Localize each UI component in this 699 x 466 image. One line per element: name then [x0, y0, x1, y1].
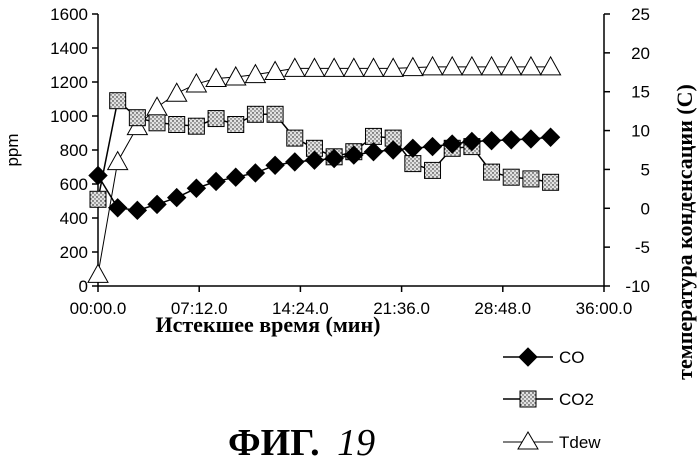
legend: CO CO2 Tdew	[503, 348, 601, 452]
figure-caption-number: 19	[337, 422, 375, 464]
legend-label-co: CO	[559, 348, 585, 367]
co2-point	[287, 130, 303, 146]
tdew-point	[88, 264, 108, 282]
legend-item-co: CO	[503, 348, 585, 367]
legend-label-tdew: Tdew	[559, 433, 601, 452]
right-tick-label: 20	[631, 44, 650, 63]
tdew-point	[403, 58, 423, 76]
tdew-point	[423, 57, 443, 75]
co-point	[187, 179, 205, 197]
co2-point	[484, 164, 500, 180]
right-tick-label: 5	[641, 160, 650, 179]
co2-point	[228, 117, 244, 133]
co-point	[522, 130, 540, 148]
co-point	[227, 168, 245, 186]
co2-point	[543, 174, 559, 190]
co2-point	[188, 118, 204, 134]
legend-label-co2: CO2	[559, 390, 594, 409]
x-tick-label: 36:00.0	[576, 299, 633, 318]
co-point	[483, 132, 501, 150]
y-axis-label-right: температура конденсации (C)	[672, 84, 697, 380]
tdew-point	[186, 74, 206, 92]
co2-point	[425, 162, 441, 178]
co2-point	[90, 191, 106, 207]
y-axis-label-left: ppm	[3, 133, 22, 166]
tdew-point	[108, 152, 128, 170]
co-point	[109, 199, 127, 217]
right-tick-label: 15	[631, 83, 650, 102]
figure-caption: ФИГ. 19	[228, 422, 375, 464]
co2-point	[208, 111, 224, 127]
right-tick-label: -5	[635, 238, 650, 257]
series-line-co	[98, 137, 551, 210]
co-point	[542, 128, 560, 146]
co-point	[286, 153, 304, 171]
left-tick-label: 400	[60, 209, 88, 228]
tdew-point	[304, 58, 324, 76]
left-tick-label: 200	[60, 243, 88, 262]
tdew-point	[462, 57, 482, 75]
left-tick-label: 0	[79, 277, 88, 296]
co-point	[168, 189, 186, 207]
co2-point	[149, 115, 165, 131]
left-tick-label: 1600	[50, 5, 88, 24]
left-tick-label: 800	[60, 141, 88, 160]
x-tick-label: 28:48.0	[474, 299, 531, 318]
left-tick-label: 1200	[50, 73, 88, 92]
tdew-point	[541, 57, 561, 75]
co-point	[246, 164, 264, 182]
co2-point	[110, 93, 126, 109]
co2-point	[129, 110, 145, 126]
co-point	[128, 201, 146, 219]
series-layer	[88, 57, 561, 282]
tdew-point	[442, 57, 462, 75]
right-tick-label: 25	[631, 5, 650, 24]
co2-point	[523, 171, 539, 187]
tdew-point	[501, 57, 521, 75]
co-point	[502, 131, 520, 149]
co2-point	[503, 169, 519, 185]
right-ticks: -10 -5 0 5 10 15 20 25	[604, 5, 650, 296]
legend-item-co2: CO2	[503, 390, 594, 409]
tdew-point	[285, 58, 305, 76]
tdew-point	[147, 97, 167, 115]
co-point	[266, 156, 284, 174]
co-point	[424, 138, 442, 156]
left-tick-label: 1000	[50, 107, 88, 126]
left-ticks: 0 200 400 600 800 1000 1200 1400 1600	[50, 5, 98, 296]
left-tick-label: 600	[60, 175, 88, 194]
tdew-point	[521, 57, 541, 75]
right-tick-label: 10	[631, 122, 650, 141]
legend-marker-co	[519, 348, 537, 366]
co-point	[364, 143, 382, 161]
tdew-point	[167, 83, 187, 101]
legend-marker-tdew	[518, 432, 538, 449]
tdew-point	[383, 58, 403, 76]
figure-caption-word: ФИГ.	[228, 422, 320, 464]
right-tick-label: 0	[641, 199, 650, 218]
left-tick-label: 1400	[50, 39, 88, 58]
co2-point	[267, 106, 283, 122]
legend-marker-co2	[520, 391, 536, 407]
tdew-point	[363, 58, 383, 76]
co2-point	[247, 106, 263, 122]
x-axis-label: Истекшее время (мин)	[156, 312, 381, 337]
x-tick-label: 21:36.0	[373, 299, 430, 318]
tdew-point	[482, 57, 502, 75]
x-tick-label: 00:00.0	[70, 299, 127, 318]
co2-point	[169, 117, 185, 133]
co-point	[148, 195, 166, 213]
tdew-point	[324, 58, 344, 76]
right-tick-label: -10	[625, 277, 650, 296]
co-point	[207, 172, 225, 190]
series-line-tdew	[98, 67, 551, 274]
legend-item-tdew: Tdew	[503, 432, 601, 452]
tdew-point	[344, 58, 364, 76]
